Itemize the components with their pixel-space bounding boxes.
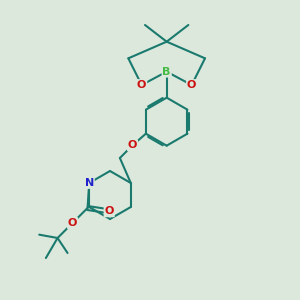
Text: B: B [163, 67, 171, 77]
Text: O: O [137, 80, 146, 90]
Text: O: O [104, 206, 114, 216]
Text: O: O [68, 218, 77, 228]
Text: O: O [187, 80, 196, 90]
Text: O: O [128, 140, 137, 150]
Text: N: N [85, 178, 94, 188]
